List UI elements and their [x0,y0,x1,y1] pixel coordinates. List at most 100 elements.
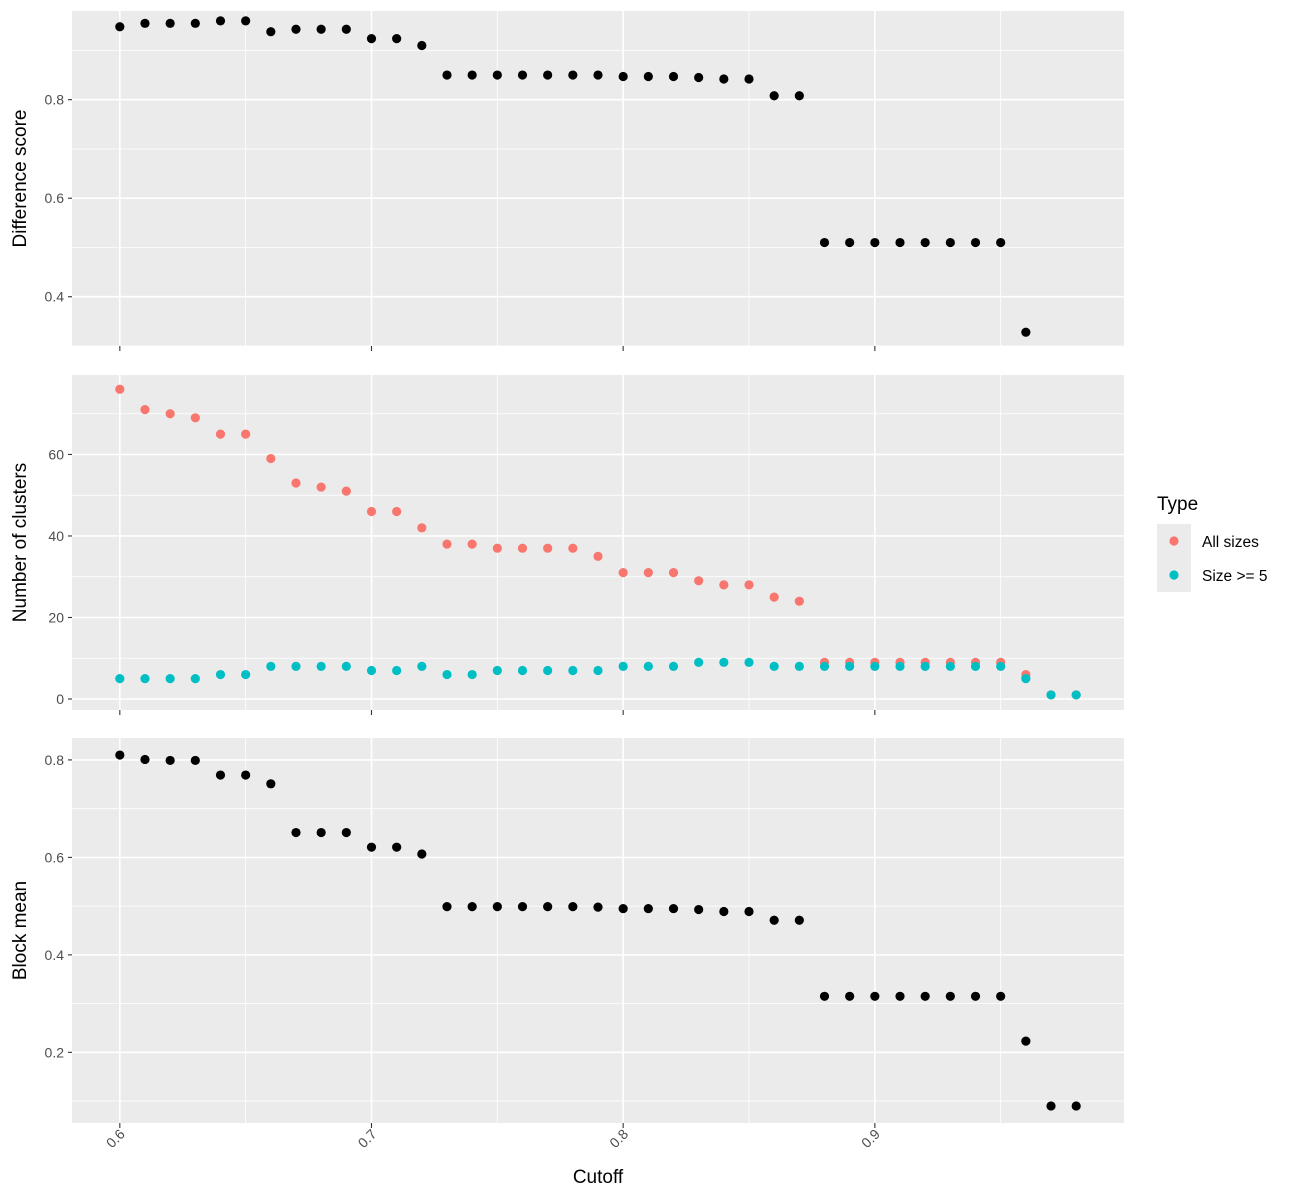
data-point [266,661,276,671]
data-point [115,674,125,684]
data-point [392,33,402,44]
data-point [140,674,150,684]
data-point [593,70,603,80]
data-point [341,661,351,671]
data-point [366,33,377,44]
panel-number-of-clusters: 0 20 40 60 Number of clusters [10,375,1124,715]
data-point [165,674,175,684]
data-point [668,903,679,914]
data-point [694,657,704,667]
data-point [492,543,502,553]
data-point [920,991,930,1001]
data-point [970,237,981,248]
y-tick-label: 0 [56,691,64,707]
data-point [819,237,830,248]
panel-block-mean: 0.2 0.4 0.6 0.8 Block mean [10,738,1124,1128]
data-point [769,91,779,101]
data-point [970,661,981,671]
data-point [593,665,603,676]
legend-label-all-sizes: All sizes [1202,534,1259,551]
data-point [517,70,528,80]
data-point [719,906,729,917]
panel-background [72,738,1124,1123]
data-point [643,568,653,578]
data-point [945,237,955,248]
data-point [593,551,603,561]
data-point [241,770,251,780]
y-tick-label: 0.2 [45,1044,65,1060]
data-point [517,902,528,912]
y-tick-label: 60 [48,446,64,462]
y-tick-label: 20 [48,609,64,625]
x-tick-label: 0.7 [355,1126,380,1151]
data-point [895,237,905,248]
data-point [140,754,150,765]
data-point [316,482,326,492]
x-axis-title: Cutoff [573,1167,624,1188]
data-point [442,539,452,549]
y-tick-label: 0.8 [45,752,65,768]
data-point [543,543,553,553]
data-point [668,568,679,578]
data-point [417,523,427,533]
data-point [190,755,200,766]
data-point [140,405,150,415]
data-point [618,661,628,671]
y-tick-label: 0.4 [45,947,65,963]
series-points [115,750,1081,1111]
data-point [215,770,226,780]
data-point [593,902,603,912]
data-point [719,580,729,590]
data-point [1046,690,1056,700]
data-point [266,453,276,464]
data-point [467,902,477,912]
data-point [920,237,930,248]
panel-background [72,11,1124,346]
data-point [215,669,226,680]
y-tick-label: 0.6 [45,849,65,865]
data-point [769,661,779,671]
data-point [316,827,326,838]
data-point [241,429,251,439]
x-tick-label: 0.8 [606,1126,631,1151]
y-axis-title: Number of clusters [10,463,31,622]
data-point [165,18,175,28]
data-point [870,237,880,248]
data-point [492,70,502,80]
data-point [794,91,804,101]
data-point [467,669,477,680]
data-point [341,24,351,34]
data-point [1071,690,1081,700]
data-point [643,71,653,82]
data-point [316,661,326,671]
data-point [744,657,754,667]
data-point [769,915,779,925]
data-point [241,16,251,26]
data-point [568,543,578,553]
legend-key-all-sizes [1169,536,1179,546]
data-point [442,669,452,680]
data-point [618,71,628,82]
data-point [392,842,402,852]
data-point [794,915,804,925]
legend-title: Type [1157,494,1198,515]
data-point [241,669,251,680]
data-point [870,661,880,671]
data-point [442,70,452,80]
legend-key-size-5 [1169,570,1179,580]
data-point [492,902,502,912]
data-point [744,74,754,84]
series-all-sizes [115,384,1081,700]
data-point [568,70,578,80]
y-axis-title: Block mean [10,881,31,980]
data-point [694,576,704,586]
panels-layer: 0.4 0.6 0.8 Difference score 0 20 40 60 Number o… [10,11,1124,1128]
data-point [996,237,1006,248]
data-point [694,904,704,915]
data-point [794,596,804,606]
data-point [266,779,276,789]
series-points [115,16,1031,337]
data-point [417,661,427,671]
legend-label-size-5: Size >= 5 [1202,568,1268,585]
